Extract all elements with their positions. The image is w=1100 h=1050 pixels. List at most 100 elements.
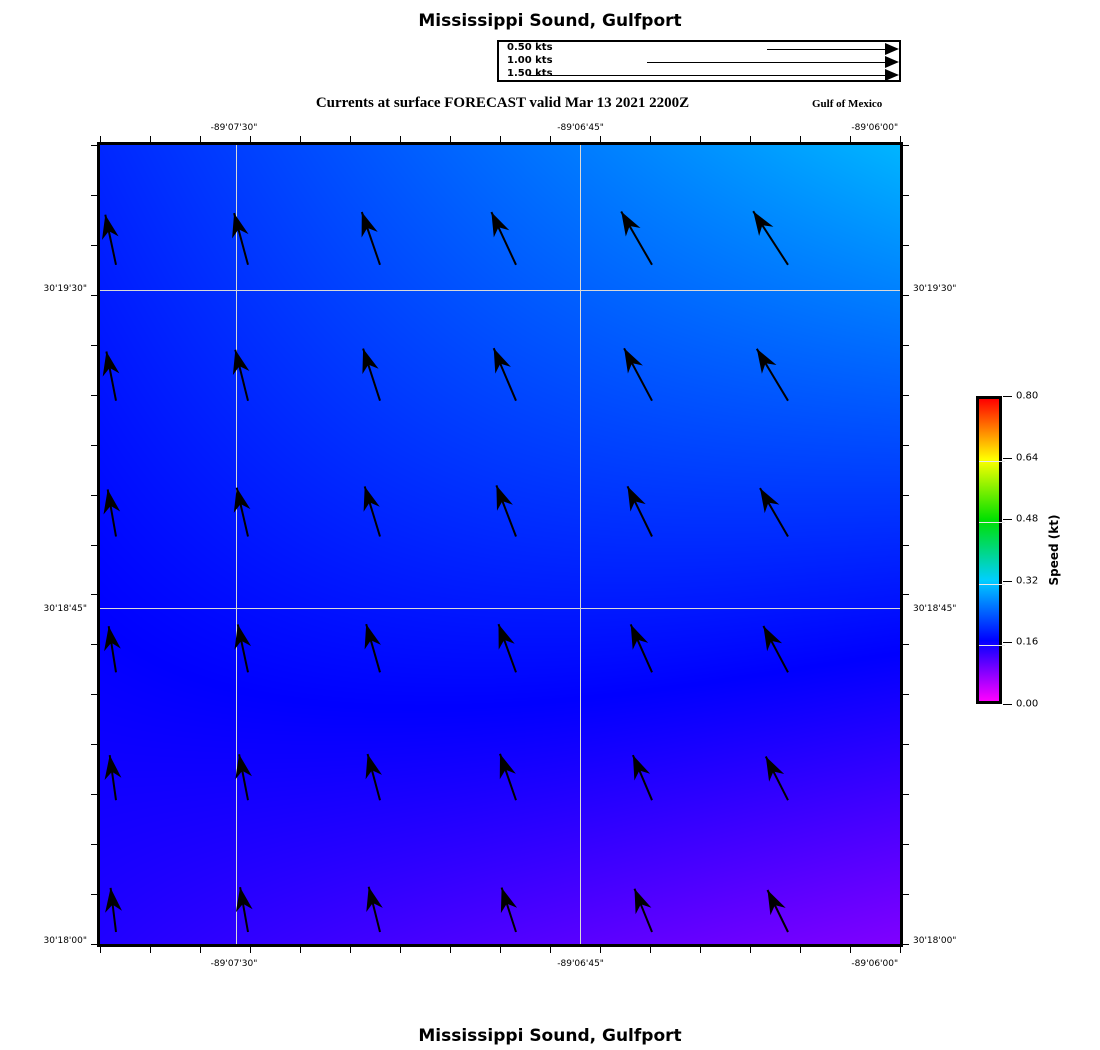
axis-tick-top [900, 136, 901, 142]
axis-tick-right [903, 494, 909, 496]
axis-tick-top [750, 136, 751, 142]
axis-tick-right [903, 194, 909, 196]
axis-tick-bottom [700, 947, 701, 953]
gridline-vertical [580, 145, 581, 944]
speed-colorbar[interactable] [976, 396, 1005, 704]
latitude-label-right: 30'19'30" [913, 283, 957, 294]
axis-tick-bottom [150, 947, 151, 953]
axis-tick-top [550, 136, 551, 142]
colorbar-inner-tick [979, 645, 1005, 647]
longitude-label-top: -89'06'00" [851, 123, 899, 133]
axis-tick-top [100, 136, 101, 142]
axis-tick-right [903, 594, 909, 596]
axis-tick-top [350, 136, 351, 142]
axis-tick-bottom [550, 947, 551, 953]
colorbar-tick-mark [1003, 396, 1012, 397]
axis-tick-left [91, 644, 97, 646]
colorbar-tick-label: 0.48 [1016, 513, 1039, 525]
longitude-label-bottom: -89'07'30" [210, 959, 258, 969]
axis-tick-bottom [450, 947, 451, 953]
legend-arrow-head-icon [885, 56, 899, 68]
map-plot-area[interactable] [97, 142, 903, 947]
axis-tick-top [150, 136, 151, 142]
axis-tick-bottom [200, 947, 201, 953]
axis-tick-right [903, 644, 909, 646]
legend-arrow-head-icon [885, 69, 899, 81]
axis-tick-right [903, 145, 909, 146]
axis-tick-right [903, 444, 909, 446]
axis-tick-left [91, 394, 97, 396]
axis-tick-left [91, 944, 97, 945]
gridline-vertical [236, 145, 237, 944]
axis-tick-bottom [350, 947, 351, 953]
footer-title: Mississippi Sound, Gulfport [418, 1026, 682, 1046]
colorbar-inner-tick [979, 522, 1005, 524]
axis-tick-top [850, 136, 851, 142]
axis-tick-left [91, 494, 97, 496]
longitude-label-bottom: -89'06'00" [851, 959, 899, 969]
legend-row-0: 0.50 kts [499, 42, 899, 56]
latitude-label-right: 30'18'00" [913, 936, 957, 947]
axis-tick-right [903, 394, 909, 396]
page-title: Mississippi Sound, Gulfport [418, 11, 682, 31]
axis-tick-bottom [850, 947, 851, 953]
legend-label: 0.50 kts [507, 42, 553, 53]
axis-tick-left [91, 794, 97, 796]
axis-tick-top [800, 136, 801, 142]
vector-scale-legend: 0.50 kts 1.00 kts 1.50 kts [497, 40, 901, 82]
axis-tick-right [903, 894, 909, 896]
axis-tick-bottom [100, 947, 101, 953]
axis-tick-left [91, 594, 97, 596]
axis-tick-top [600, 136, 601, 142]
axis-tick-left [91, 894, 97, 896]
colorbar-inner-tick [979, 460, 1005, 462]
axis-tick-bottom [300, 947, 301, 953]
axis-tick-bottom [800, 947, 801, 953]
axis-tick-left [91, 544, 97, 546]
legend-arrow-shaft [647, 62, 887, 63]
latitude-label-left: 30'18'00" [43, 936, 87, 947]
speed-colorfield [100, 145, 900, 944]
axis-tick-top [650, 136, 651, 142]
legend-row-2: 1.50 kts [499, 68, 899, 82]
colorbar-tick-label: 0.16 [1016, 636, 1039, 648]
axis-tick-bottom [900, 947, 901, 953]
axis-tick-bottom [500, 947, 501, 953]
axis-tick-bottom [750, 947, 751, 953]
axis-tick-bottom [600, 947, 601, 953]
colorbar-tick-mark [1003, 642, 1012, 644]
longitude-label-top: -89'06'45" [557, 123, 604, 133]
axis-tick-left [91, 844, 97, 846]
colorbar-tick-label: 0.00 [1016, 698, 1039, 710]
axis-tick-right [903, 694, 909, 696]
latitude-label-right: 30'18'45" [913, 603, 957, 614]
axis-tick-left [91, 344, 97, 346]
legend-arrow-shaft [529, 75, 887, 76]
legend-label: 1.50 kts [507, 68, 553, 79]
axis-tick-left [91, 294, 97, 296]
legend-label: 1.00 kts [507, 55, 553, 66]
gridline-horizontal [100, 290, 900, 292]
axis-tick-left [91, 194, 97, 196]
colorbar-tick-mark [1003, 580, 1012, 582]
gridline-horizontal [100, 608, 900, 610]
axis-tick-bottom [250, 947, 251, 953]
latitude-label-left: 30'18'45" [43, 603, 87, 614]
axis-tick-left [91, 145, 97, 146]
axis-tick-bottom [400, 947, 401, 953]
colorbar-title: Speed (kt) [1047, 514, 1061, 586]
axis-tick-right [903, 344, 909, 346]
axis-tick-right [903, 294, 909, 296]
axis-tick-left [91, 444, 97, 446]
axis-tick-left [91, 244, 97, 246]
longitude-label-bottom: -89'06'45" [557, 959, 604, 969]
forecast-subtitle: Currents at surface FORECAST valid Mar 1… [315, 95, 690, 111]
colorbar-tick-label: 0.80 [1016, 390, 1039, 402]
legend-arrow-shaft [767, 49, 887, 50]
colorbar-gradient [979, 399, 999, 701]
colorbar-inner-tick [979, 583, 1005, 585]
axis-tick-right [903, 794, 909, 796]
axis-tick-top [400, 136, 401, 142]
axis-tick-right [903, 544, 909, 546]
region-label: Gulf of Mexico [812, 98, 883, 110]
